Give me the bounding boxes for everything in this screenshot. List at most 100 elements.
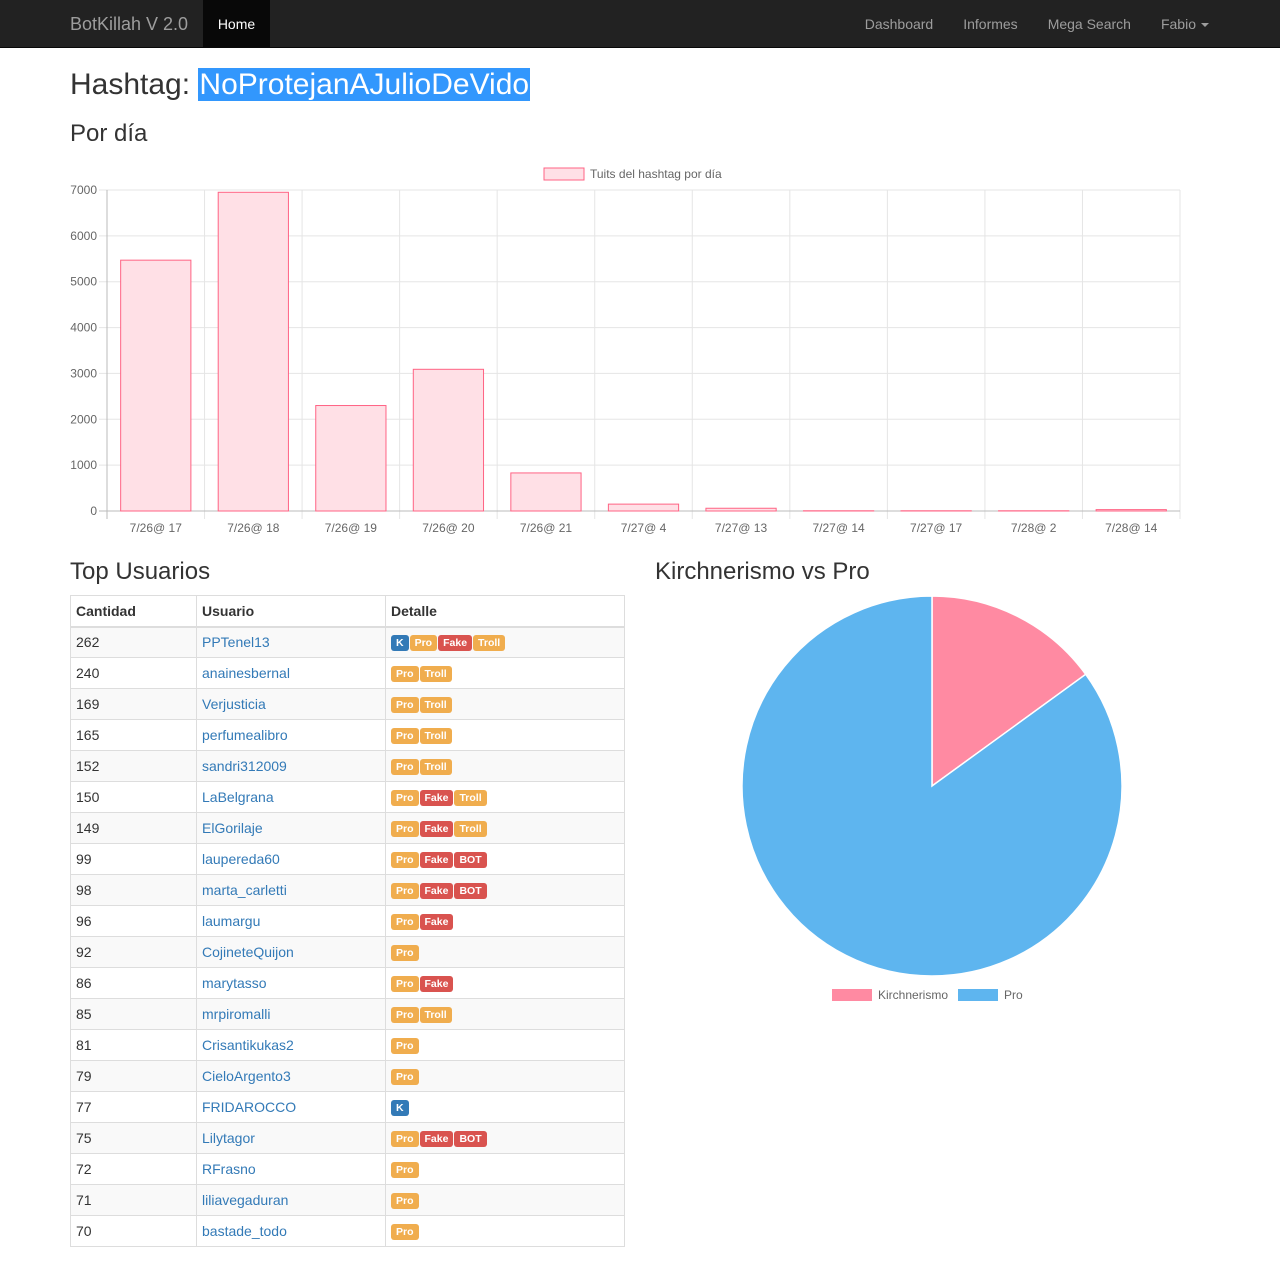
user-link[interactable]: Lilytagor [202,1130,255,1146]
cell-usuario: CieloArgento3 [196,1060,386,1092]
pie-legend-swatch [832,989,872,1001]
user-link[interactable]: Crisantikukas2 [202,1037,294,1053]
tag-badge-bot: BOT [454,851,487,868]
user-link[interactable]: laumargu [202,913,261,929]
tag-badge-fake: Fake [419,913,454,930]
tag-badge-fake: Fake [419,789,454,806]
cell-usuario: ElGorilaje [196,812,386,844]
pie-legend: Kirchnerismo Pro [832,988,1023,1002]
y-tick-label: 2000 [70,412,97,426]
user-link[interactable]: ElGorilaje [202,820,263,836]
cell-usuario: bastade_todo [196,1215,386,1247]
user-link[interactable]: marta_carletti [202,882,287,898]
user-link[interactable]: marytasso [202,975,267,991]
pie-slice-pro [741,595,1123,977]
bar [217,191,289,512]
pie-heading: Kirchnerismo vs Pro [655,558,870,585]
cell-detalle: Pro Fake Troll [385,781,625,813]
pie-slice-kirchnerismo [931,595,1087,788]
cell-usuario: Crisantikukas2 [196,1029,386,1061]
tag-badge-pro: Pro [391,1223,419,1240]
cell-detalle: Pro Fake [385,905,625,937]
user-link[interactable]: CieloArgento3 [202,1068,291,1084]
table-row: 72 RFrasno Pro [70,1153,625,1185]
user-link[interactable]: FRIDAROCCO [202,1099,297,1115]
tag-badge-k: K [391,634,409,651]
user-link[interactable]: anainesbernal [202,665,290,681]
cell-cantidad: 262 [70,626,197,658]
legend-swatch [543,167,585,181]
nav-informes[interactable]: Informes [963,16,1018,32]
user-link[interactable]: PPTenel13 [202,634,270,651]
tag-badge-pro: Pro [391,913,419,930]
table-row: 96 laumargu Pro Fake [70,905,625,937]
cell-cantidad: 98 [70,874,197,906]
cell-detalle: Pro [385,936,625,968]
bar [607,503,680,512]
cell-detalle: Pro Troll [385,719,625,751]
cell-detalle: Pro Troll [385,750,625,782]
user-link[interactable]: CojineteQuijon [202,944,294,960]
cell-cantidad: 77 [70,1091,197,1123]
nav-mega-search[interactable]: Mega Search [1047,16,1131,32]
table-row: 240 anainesbernal Pro Troll [70,657,625,689]
x-tick-label: 7/26@ 17 [130,521,183,535]
tag-badge-pro: Pro [391,1192,419,1209]
nav-dashboard[interactable]: Dashboard [864,16,934,32]
user-link[interactable]: Verjusticia [202,696,266,712]
user-link[interactable]: laupereda60 [202,851,280,867]
table-row: 92 CojineteQuijon Pro [70,936,625,968]
user-link[interactable]: perfumealibro [202,727,288,743]
table-row: 81 Crisantikukas2 Pro [70,1029,625,1061]
top-users-table: Cantidad Usuario Detalle 262 PPTenel13 K Pr… [70,595,625,1247]
tag-badge-pro: Pro [391,789,419,806]
table-row: 75 Lilytagor Pro Fake BOT [70,1122,625,1154]
tag-badge-pro: Pro [391,975,419,992]
cell-detalle: Pro Troll [385,998,625,1030]
cell-usuario: FRIDAROCCO [196,1091,386,1123]
x-tick-label: 7/28@ 14 [1105,521,1158,535]
tag-badge-troll: Troll [454,820,487,837]
x-tick-label: 7/26@ 21 [520,521,573,535]
cell-usuario: liliavegaduran [196,1184,386,1216]
cell-cantidad: 85 [70,998,197,1030]
bar [705,507,777,512]
top-users-heading: Top Usuarios [70,558,211,585]
y-tick-label: 5000 [70,275,97,289]
user-link[interactable]: LaBelgrana [202,789,274,805]
user-link[interactable]: bastade_todo [202,1223,287,1239]
table-row: 71 liliavegaduran Pro [70,1184,625,1216]
cell-usuario: Lilytagor [196,1122,386,1154]
y-tick-label: 4000 [70,321,97,335]
cell-detalle: Pro Fake BOT [385,843,625,875]
cell-detalle: Pro Troll [385,657,625,689]
user-menu[interactable]: Fabio [1146,0,1224,48]
user-link[interactable]: liliavegaduran [202,1192,289,1208]
hashtag-name: NoProtejanAJulioDeVido [198,68,531,101]
x-tick-label: 7/28@ 2 [1011,521,1057,535]
nav-home[interactable]: Home [203,0,270,48]
cell-usuario: Verjusticia [196,688,386,720]
table-row: 77 FRIDAROCCO K [70,1091,625,1123]
x-tick-label: 7/27@ 14 [812,521,865,535]
header-cantidad: Cantidad [70,595,197,628]
tag-badge-fake: Fake [419,1130,454,1147]
brand-link[interactable]: BotKillah V 2.0 [70,14,189,34]
cell-usuario: LaBelgrana [196,781,386,813]
cell-detalle: Pro [385,1184,625,1216]
tag-badge-pro: Pro [391,727,419,744]
tag-badge-pro: Pro [391,1037,419,1054]
user-link[interactable]: mrpiromalli [202,1006,271,1022]
table-row: 169 Verjusticia Pro Troll [70,688,625,720]
user-link[interactable]: RFrasno [202,1161,256,1177]
user-link[interactable]: sandri312009 [202,758,287,774]
tag-badge-troll: Troll [419,1006,452,1023]
bar [315,405,387,512]
bar [1095,509,1167,512]
x-tick-label: 7/26@ 20 [422,521,475,535]
header-usuario: Usuario [196,595,386,628]
x-tick-label: 7/27@ 13 [715,521,768,535]
cell-cantidad: 150 [70,781,197,813]
tag-badge-fake: Fake [438,634,473,651]
cell-cantidad: 152 [70,750,197,782]
